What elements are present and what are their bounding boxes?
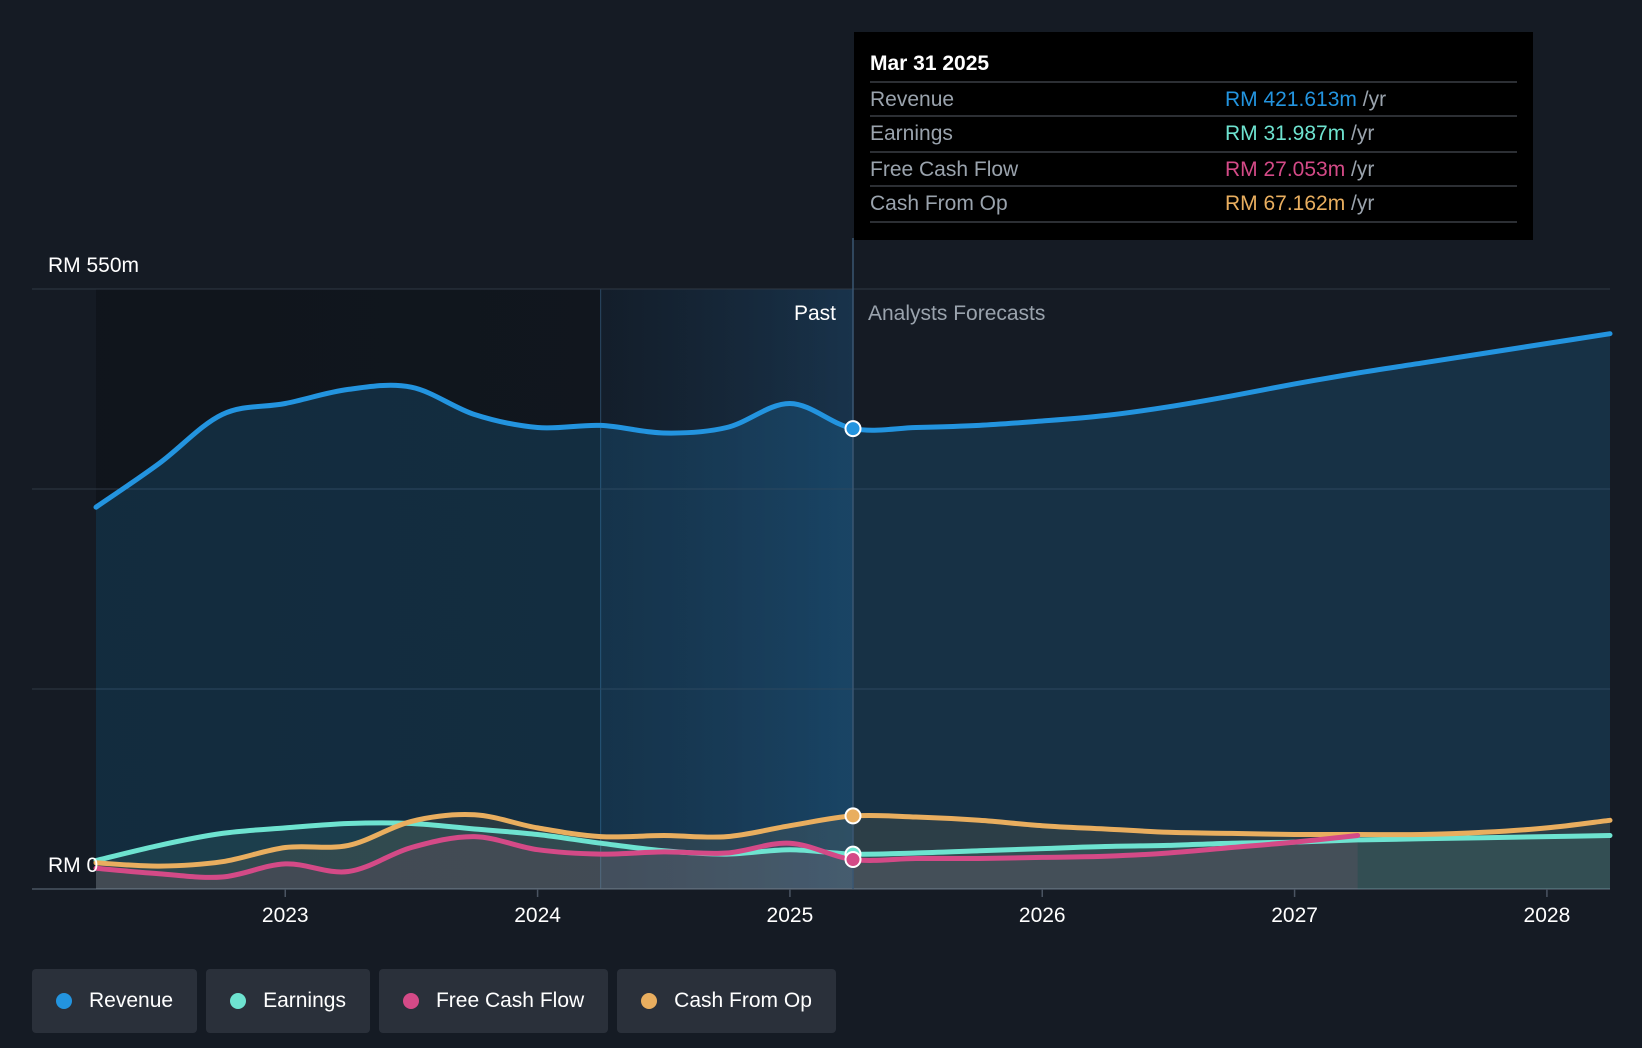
tooltip-row-value: RM 67.162m /yr xyxy=(1225,192,1374,215)
tooltip-row-label: Earnings xyxy=(870,122,953,145)
y-axis-bottom-label: RM 0 xyxy=(48,854,98,877)
legend-cash-from-op-label: Cash From Op xyxy=(674,989,812,1012)
chart: Past Analysts Forecasts RM 550m RM 0 2023 202… xyxy=(32,32,1613,927)
tooltip-row-label: Free Cash Flow xyxy=(870,158,1019,181)
x-tick-label: 2028 xyxy=(1524,904,1571,927)
past-label: Past xyxy=(794,302,836,325)
x-tick-label: 2023 xyxy=(262,904,309,927)
legend-cash-from-op[interactable]: Cash From Op xyxy=(617,969,836,1033)
x-tick-label: 2026 xyxy=(1019,904,1066,927)
marker-cash-from-op xyxy=(844,807,862,825)
legend-free-cash-flow[interactable]: Free Cash Flow xyxy=(378,969,609,1033)
series-line-revenue xyxy=(93,331,1613,510)
tooltip-row-value: RM 421.613m /yr xyxy=(1225,88,1386,111)
tooltip-row-value: RM 27.053m /yr xyxy=(1225,158,1374,181)
tooltip-row-label: Cash From Op xyxy=(870,192,1008,215)
tooltip-date: Mar 31 2025 xyxy=(870,52,989,75)
x-tick-label: 2027 xyxy=(1271,904,1318,927)
tooltip-row-label: Revenue xyxy=(870,88,954,111)
legend-revenue-dot xyxy=(56,993,72,1009)
tooltip-box xyxy=(854,32,1533,240)
marker-revenue xyxy=(844,420,862,438)
chart-legend: Revenue Earnings Free Cash Flow Cash Fro… xyxy=(32,969,836,1033)
legend-revenue-label: Revenue xyxy=(89,989,174,1012)
tooltip-row-value: RM 31.987m /yr xyxy=(1225,122,1374,145)
marker-free-cash-flow xyxy=(844,851,862,869)
legend-earnings-label: Earnings xyxy=(263,989,346,1012)
legend-revenue[interactable]: Revenue xyxy=(32,969,198,1033)
legend-cash-from-op-dot xyxy=(641,993,658,1009)
legend-free-cash-flow-label: Free Cash Flow xyxy=(435,989,585,1012)
legend-free-cash-flow-dot xyxy=(402,993,419,1009)
y-axis-top-label: RM 550m xyxy=(48,254,139,277)
legend-earnings[interactable]: Earnings xyxy=(206,969,370,1033)
highlight-region xyxy=(600,289,853,889)
series-line-free-cash-flow xyxy=(93,833,1361,880)
legend-earnings-dot xyxy=(230,993,247,1009)
forecast-label: Analysts Forecasts xyxy=(868,302,1045,325)
x-tick-label: 2025 xyxy=(767,904,814,927)
x-tick-label: 2024 xyxy=(514,904,561,927)
